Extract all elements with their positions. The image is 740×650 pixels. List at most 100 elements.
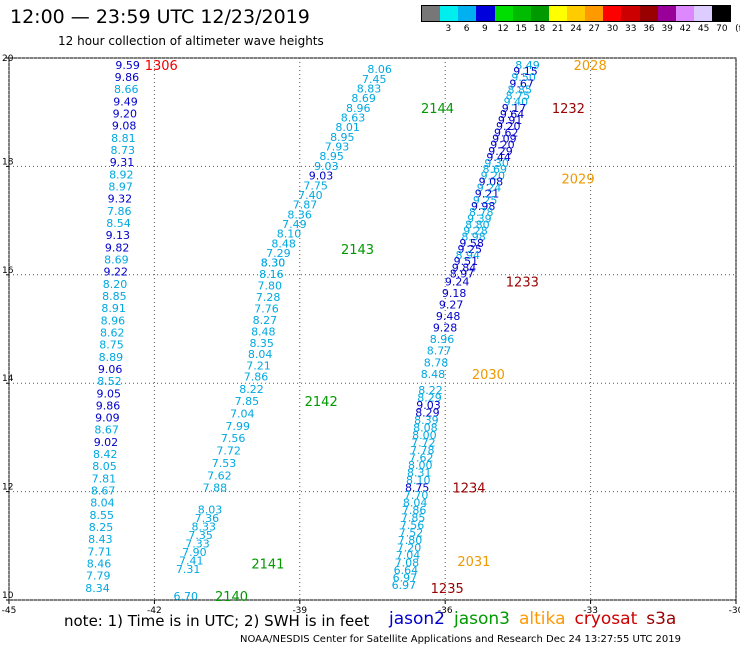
wave-height-label: 9.48 <box>436 310 461 323</box>
wave-height-label: 9.20 <box>496 120 521 133</box>
wave-height-label: 8.31 <box>407 467 432 480</box>
wave-height-label: 8.20 <box>103 278 128 291</box>
wave-height-label: 9.82 <box>105 241 130 254</box>
wave-height-label: 9.25 <box>457 243 482 256</box>
wave-height-label: 8.00 <box>408 459 433 472</box>
wave-height-label: 8.69 <box>351 92 376 105</box>
legend-label: 27 <box>588 24 600 34</box>
legend-label: 45 <box>697 24 710 34</box>
wave-height-label: 9.39 <box>467 212 492 225</box>
wave-height-label: 7.93 <box>325 141 350 154</box>
wave-height-label: 8.81 <box>111 132 136 145</box>
wave-height-label: 8.96 <box>101 314 126 327</box>
pass-label: 2031 <box>457 555 490 570</box>
x-tick-label: -45 <box>2 606 17 616</box>
wave-height-label: 8.06 <box>367 63 392 76</box>
wave-height-label: 7.40 <box>298 189 323 202</box>
legend-swatch <box>639 6 658 21</box>
wave-height-label: 9.08 <box>479 175 504 188</box>
wave-height-label: 8.42 <box>93 448 118 461</box>
legend-label: 42 <box>679 24 692 34</box>
wave-height-label: 9.18 <box>442 287 467 300</box>
wave-height-label: 9.91 <box>498 114 523 127</box>
wave-height-label: 8.52 <box>97 375 122 388</box>
wave-height-label: 9.51 <box>454 255 479 268</box>
pass-label: 2142 <box>305 395 338 410</box>
wave-height-label: 7.53 <box>212 457 237 470</box>
wave-height-label: 8.01 <box>335 121 360 134</box>
legend-label: 39 <box>661 24 673 34</box>
wave-height-label: 9.03 <box>416 399 441 412</box>
pass-label: 2029 <box>562 173 595 188</box>
wave-height-label: 8.75 <box>99 339 124 352</box>
wave-height-label: 7.86 <box>244 370 269 383</box>
pass-label: 1235 <box>431 582 464 597</box>
pass-label: 2140 <box>215 590 248 605</box>
wave-height-label: 9.64 <box>500 108 525 121</box>
legend-swatch <box>476 6 495 21</box>
wave-height-label: 7.04 <box>396 549 421 562</box>
legend-swatch <box>693 6 712 21</box>
wave-height-label: 7.88 <box>203 482 228 495</box>
wave-height-label: 8.66 <box>114 83 139 96</box>
legend-swatch <box>440 6 459 21</box>
wave-height-label: 8.08 <box>413 422 438 435</box>
y-tick-label: 12 <box>2 483 13 493</box>
wave-height-label: 7.29 <box>266 247 291 260</box>
satellite-legend: jason2 jason3 altika cryosat s3a <box>389 609 685 629</box>
wave-height-label: 8.35 <box>249 337 274 350</box>
wave-height-label: 8.89 <box>99 351 124 364</box>
satellite-cryosat: cryosat <box>574 609 638 629</box>
wave-height-label: 7.20 <box>397 542 422 555</box>
wave-height-label: 7.71 <box>87 545 112 558</box>
wave-height-label: 8.78 <box>424 356 449 369</box>
wave-height-label: 9.02 <box>94 436 119 449</box>
wave-height-label: 7.86 <box>402 504 427 517</box>
wave-height-label: 6.97 <box>392 579 417 592</box>
wave-height-label: 8.00 <box>412 429 437 442</box>
wave-height-label: 8.48 <box>421 368 446 381</box>
legend-swatch <box>621 6 640 21</box>
wave-height-label: 8.85 <box>102 290 127 303</box>
wave-height-label: 7.76 <box>254 302 279 315</box>
wave-height-label: 8.43 <box>88 533 113 546</box>
wave-height-label: 9.86 <box>96 399 121 412</box>
wave-height-label: 8.97 <box>108 180 133 193</box>
wave-height-label: 9.24 <box>445 276 470 289</box>
legend-swatch <box>712 6 731 21</box>
y-tick-label: 16 <box>2 266 14 276</box>
wave-height-label: 8.97 <box>450 268 475 281</box>
wave-height-label: 9.29 <box>488 145 513 158</box>
pass-label: 2030 <box>472 368 505 383</box>
wave-height-label: 8.27 <box>253 314 278 327</box>
wave-height-label: 8.73 <box>110 144 135 157</box>
wave-height-label: 8.62 <box>100 326 125 339</box>
wave-height-label: 7.36 <box>195 512 220 525</box>
pass-label: 1306 <box>145 59 178 74</box>
wave-height-label: 8.48 <box>251 325 276 338</box>
wave-height-label: 7.87 <box>293 199 318 212</box>
wave-height-label: 8.10 <box>277 228 302 241</box>
wave-height-label: 9.59 <box>115 59 140 72</box>
wave-height-label: 9.08 <box>112 120 137 133</box>
legend-swatch <box>512 6 531 21</box>
wave-height-label: 6.70 <box>174 590 199 603</box>
wave-height-label: 7.72 <box>216 445 241 458</box>
wave-height-label: 9.28 <box>433 322 458 335</box>
wave-height-label: 7.45 <box>362 73 387 86</box>
wave-height-label: 8.75 <box>506 90 531 103</box>
footer-note: note: 1) Time is in UTC; 2) SWH is in fe… <box>64 612 370 630</box>
wave-height-label: 9.50 <box>511 71 536 84</box>
wave-height-label: 8.92 <box>109 168 134 181</box>
wave-height-label: 7.85 <box>235 395 260 408</box>
wave-height-label: 8.22 <box>239 383 264 396</box>
wave-height-label: 7.49 <box>282 218 307 231</box>
wave-height-label: 8.30 <box>261 257 286 270</box>
wave-height-label: 7.75 <box>303 179 328 192</box>
wave-height-label: 7.81 <box>92 472 117 485</box>
wave-height-label: 9.67 <box>509 77 534 90</box>
legend-label: 12 <box>497 24 509 34</box>
wave-height-label: 9.49 <box>113 95 138 108</box>
pass-label: 1234 <box>452 482 485 497</box>
